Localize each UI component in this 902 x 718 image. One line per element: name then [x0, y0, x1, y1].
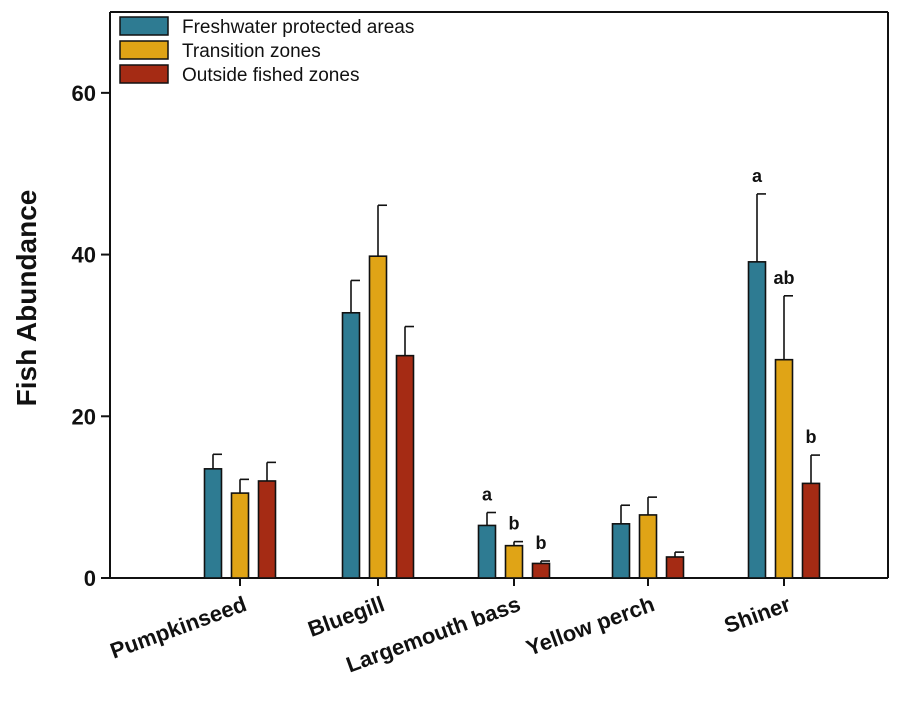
legend: Freshwater protected areas Transition zon… [119, 16, 414, 86]
y-tick-label: 0 [84, 566, 96, 591]
bar [801, 482, 821, 579]
significance-label: b [536, 533, 547, 553]
significance-label: ab [773, 268, 794, 288]
bar [774, 358, 794, 579]
legend-swatch [119, 16, 169, 36]
bar [368, 255, 388, 579]
bar [611, 523, 631, 579]
bar [747, 261, 767, 579]
bar [477, 524, 497, 579]
significance-label: a [752, 166, 763, 186]
bar [341, 311, 361, 579]
bar [638, 514, 658, 579]
bar [531, 562, 551, 579]
bar [257, 480, 277, 579]
legend-label: Outside fished zones [182, 65, 359, 86]
legend-label: Transition zones [182, 41, 321, 62]
legend-swatch [119, 64, 169, 84]
bar [203, 468, 223, 579]
x-tick-label: Pumpkinseed [107, 591, 250, 663]
bar [395, 354, 415, 579]
legend-swatch [119, 40, 169, 60]
y-axis-title: Fish Abundance [11, 190, 42, 407]
significance-label: b [509, 514, 520, 534]
bar [665, 556, 685, 579]
bar [504, 544, 524, 579]
y-tick-label: 20 [72, 404, 96, 429]
y-tick-label: 60 [72, 81, 96, 106]
x-tick-label: Yellow perch [523, 591, 658, 660]
legend-label: Freshwater protected areas [182, 17, 414, 38]
significance-label: b [806, 427, 817, 447]
x-tick-label: Bluegill [304, 591, 387, 642]
y-tick-label: 40 [72, 243, 96, 268]
significance-label: a [482, 485, 493, 505]
bar [230, 492, 250, 579]
x-tick-label: Shiner [721, 591, 794, 638]
